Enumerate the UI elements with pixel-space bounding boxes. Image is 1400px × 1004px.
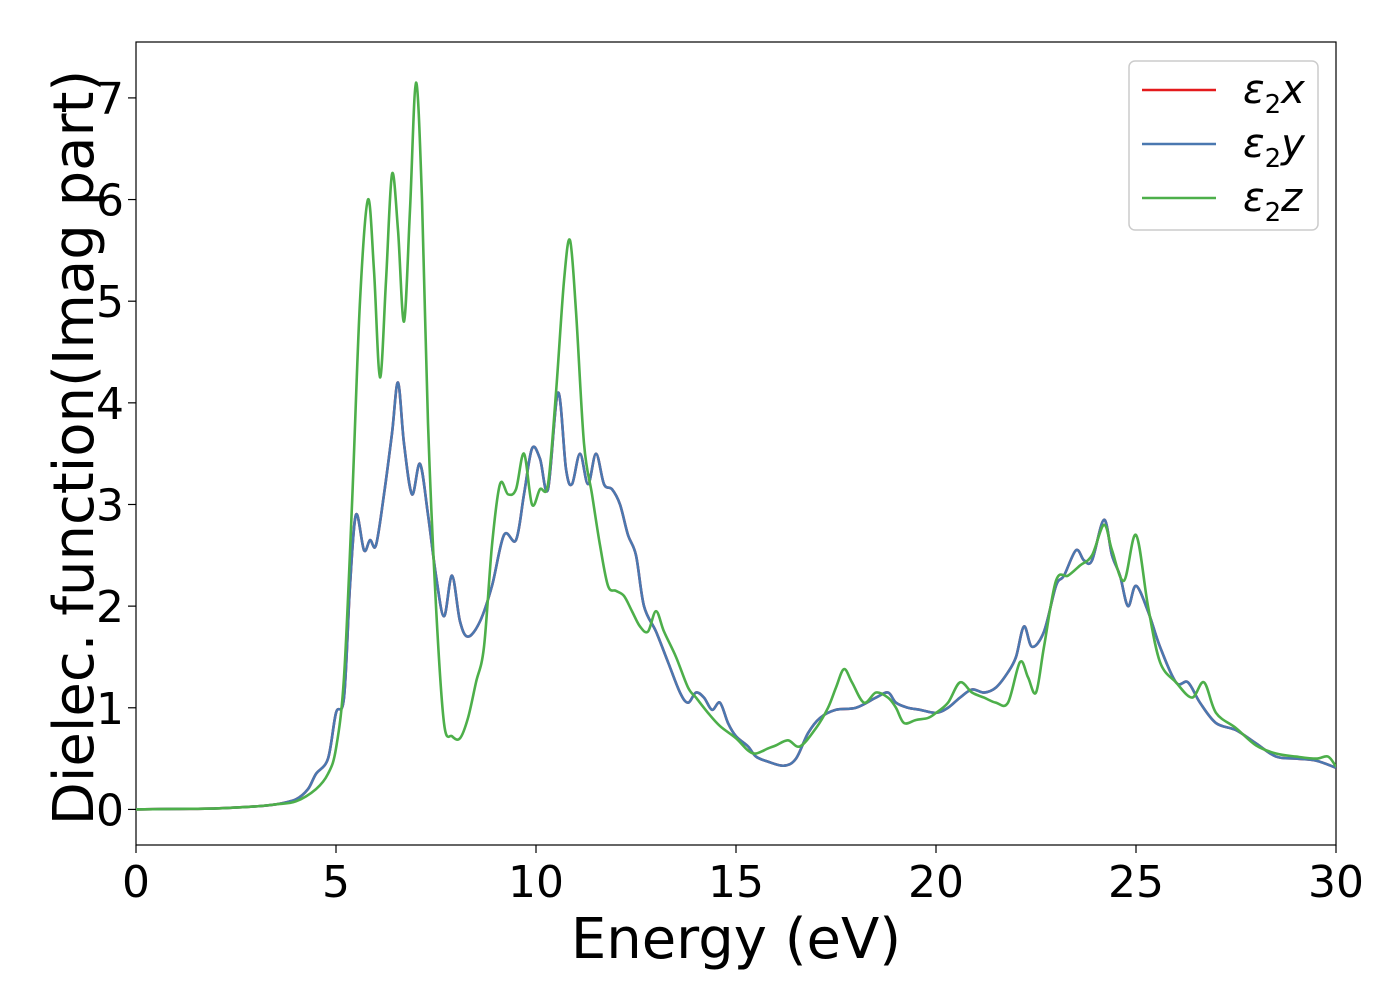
y-tick-label: 7 — [96, 74, 124, 125]
y-tick-label: 4 — [96, 379, 124, 430]
legend-label: ε2y — [1243, 121, 1306, 174]
y-tick-label: 0 — [96, 785, 124, 836]
y-axis-label: Dielec. function(Imag part) — [42, 70, 107, 826]
y-tick-label: 6 — [96, 176, 124, 227]
y-tick-label: 5 — [96, 277, 124, 328]
series-line-e2z — [136, 81, 1336, 811]
x-tick-label: 30 — [1308, 857, 1364, 908]
x-axis-label: Energy (eV) — [571, 907, 901, 972]
x-tick-label: 20 — [908, 857, 964, 908]
x-tick-label: 15 — [708, 857, 764, 908]
legend-box — [1128, 60, 1319, 231]
x-tick-label: 0 — [122, 857, 150, 908]
legend-entry-e2x: ε2x — [1142, 67, 1305, 120]
legend-entry-e2y: ε2y — [1142, 121, 1306, 174]
y-axis: 0 1 2 3 4 5 6 7 — [96, 74, 136, 836]
legend-label: ε2x — [1243, 67, 1305, 120]
x-tick-label: 5 — [322, 857, 350, 908]
y-tick-label: 1 — [96, 684, 124, 735]
series-group — [136, 81, 1336, 811]
x-tick-label: 25 — [1108, 857, 1164, 908]
legend-entry-e2z: ε2z — [1142, 175, 1303, 228]
legend-label: ε2z — [1243, 175, 1303, 228]
y-tick-label: 2 — [96, 582, 124, 633]
x-tick-label: 10 — [508, 857, 564, 908]
y-tick-label: 3 — [96, 480, 124, 531]
x-axis: 0 5 10 15 20 25 30 — [122, 845, 1364, 908]
